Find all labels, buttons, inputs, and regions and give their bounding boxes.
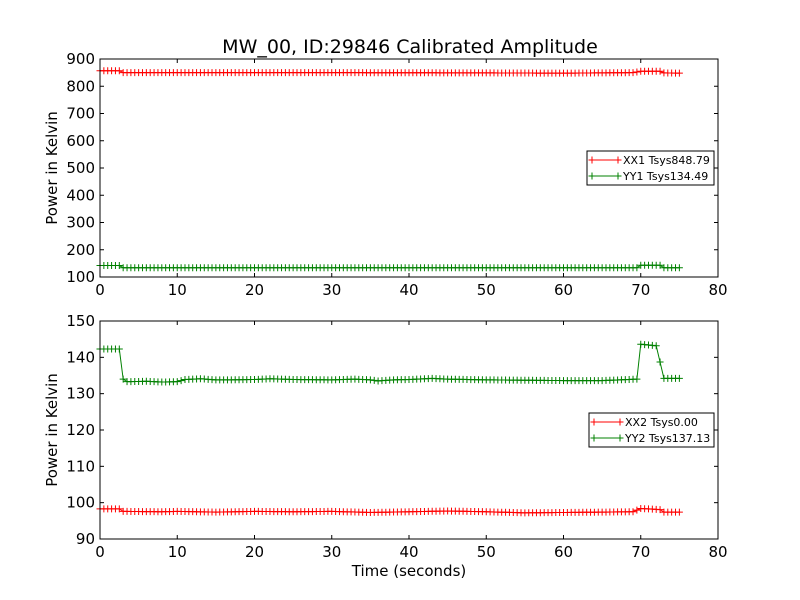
x-tick-label: 60 [554,543,573,561]
y-tick-label: 120 [66,421,95,439]
x-tick-label: 60 [554,281,573,299]
data-point [119,375,127,383]
legend-marker [614,172,622,180]
y-tick-label: 150 [66,312,95,330]
data-point [656,67,664,75]
x-tick-label: 80 [708,543,727,561]
bottom-panel: 0 10 20 30 40 50 60 70 80 90 100 110 120 130 140 150 Pow… [43,312,728,580]
legend-label: YY2 Tsys137.13 [624,432,710,445]
y-tick-label: 100 [66,494,95,512]
y-tick-label: 600 [66,132,95,150]
y-tick-label: 200 [66,241,95,259]
x-tick-label: 0 [95,543,105,561]
data-point [656,506,664,514]
x-tick-label: 30 [322,543,341,561]
series-0-0 [96,67,683,77]
chart-title: MW_00, ID:29846 Calibrated Amplitude [222,36,598,58]
y-tick-label: 130 [66,385,95,403]
top-panel: 0 10 20 30 40 50 60 70 80 100 200 300 400 500 600 700 80… [43,50,728,299]
data-point [633,264,641,272]
x-tick-label: 30 [322,281,341,299]
x-tick-label: 20 [245,543,264,561]
data-point [115,262,123,270]
legend-marker [616,434,624,442]
data-point [177,377,185,385]
y-tick-label: 900 [66,50,95,68]
x-tick-label: 50 [477,281,496,299]
y-tick-label: 500 [66,159,95,177]
y-axis-label: Power in Kelvin [43,373,61,487]
series-1-0 [96,504,683,517]
legend-label: XX2 Tsys0.00 [625,416,698,429]
y-tick-label: 700 [66,105,95,123]
data-point [115,345,123,353]
data-point [675,264,683,272]
data-point [675,374,683,382]
data-point [675,508,683,516]
legend-marker [616,418,624,426]
legend: XX1 Tsys848.79 YY1 Tsys134.49 [586,150,715,186]
data-point [675,69,683,77]
y-tick-label: 300 [66,214,95,232]
x-tick-label: 40 [399,543,418,561]
y-tick-label: 140 [66,348,95,366]
legend-marker [614,156,622,164]
y-axis-label: Power in Kelvin [43,111,61,225]
data-point [633,68,641,76]
data-point [115,67,123,75]
x-tick-label: 70 [631,281,650,299]
y-tick-label: 110 [66,457,95,475]
y-tick-label: 400 [66,186,95,204]
data-point [629,508,637,516]
legend-label: YY1 Tsys134.49 [622,170,708,183]
y-tick-label: 800 [66,77,95,95]
series-0-1 [96,261,683,272]
legend-marker [588,172,596,180]
legend-box [588,412,715,448]
data-point [652,342,660,350]
x-axis-label: Time (seconds) [351,562,467,580]
data-point [370,376,378,384]
data-point [633,375,641,383]
data-point [629,69,637,77]
x-tick-label: 10 [168,281,187,299]
x-tick-label: 80 [708,281,727,299]
legend-label: XX1 Tsys848.79 [623,154,710,167]
x-tick-label: 40 [399,281,418,299]
legend-marker [590,434,598,442]
x-tick-label: 50 [477,543,496,561]
data-point [115,505,123,513]
x-tick-label: 0 [95,281,105,299]
series-1-1 [96,340,683,386]
x-tick-label: 10 [168,543,187,561]
x-tick-label: 70 [631,543,650,561]
legend: XX2 Tsys0.00 YY2 Tsys137.13 [588,412,715,448]
y-tick-label: 90 [76,530,95,548]
legend-marker [588,156,596,164]
legend-marker [590,418,598,426]
data-point [173,378,181,386]
y-tick-label: 100 [66,268,95,286]
x-tick-label: 20 [245,281,264,299]
data-point [656,358,664,366]
data-point [656,261,664,269]
data-point [366,376,374,384]
legend-box [586,150,715,186]
data-point [633,506,641,514]
